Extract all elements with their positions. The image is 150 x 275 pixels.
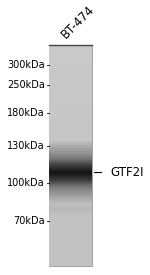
- Text: 100kDa: 100kDa: [7, 178, 45, 188]
- Text: BT-474: BT-474: [59, 3, 97, 42]
- FancyBboxPatch shape: [49, 45, 92, 266]
- Text: 300kDa: 300kDa: [7, 60, 45, 70]
- Text: 130kDa: 130kDa: [7, 141, 45, 151]
- Text: GTF2I: GTF2I: [110, 166, 144, 179]
- Text: 180kDa: 180kDa: [7, 108, 45, 118]
- Text: 70kDa: 70kDa: [13, 216, 45, 226]
- Text: 250kDa: 250kDa: [7, 80, 45, 90]
